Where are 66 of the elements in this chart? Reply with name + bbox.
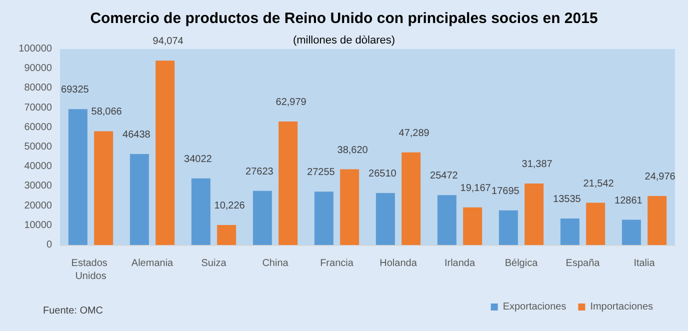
source-note: Fuente: OMC	[43, 306, 104, 316]
bar	[648, 196, 667, 245]
bar	[560, 218, 580, 245]
x-tick-label: Suiza	[201, 258, 227, 269]
x-tick-label: Irlanda	[444, 258, 476, 269]
y-tick-label: 60000	[24, 122, 52, 133]
bar	[191, 178, 210, 245]
bar	[278, 122, 298, 245]
x-tick-label: España	[566, 258, 600, 269]
data-label: 62,979	[276, 97, 307, 108]
chart-title: Comercio de productos de Reino Unido con principales socios en 2015	[90, 10, 598, 27]
data-label: 13535	[553, 194, 582, 205]
data-label: 47,289	[398, 128, 430, 139]
y-tick-label: 80000	[24, 82, 52, 94]
bar	[524, 183, 544, 245]
data-label: 58,066	[91, 106, 122, 118]
data-label: 12861	[614, 195, 643, 206]
bar	[463, 207, 482, 245]
bar	[402, 152, 421, 245]
data-label: 34022	[184, 154, 212, 165]
y-tick-label: 50000	[24, 142, 52, 152]
data-label: 38,620	[337, 144, 368, 156]
bar	[376, 193, 395, 245]
x-tick-label: Francia	[320, 258, 354, 269]
y-tick-label: 90000	[24, 63, 52, 74]
bar	[340, 169, 360, 245]
bar	[622, 220, 641, 245]
bar	[68, 109, 88, 245]
bar	[217, 224, 236, 245]
y-tick-label: 20000	[24, 200, 52, 212]
x-tick-label: Alemania	[131, 258, 174, 269]
y-tick-label: 100000	[18, 44, 52, 54]
data-label: 94,074	[152, 36, 184, 48]
bar	[498, 210, 518, 245]
bar	[94, 131, 114, 245]
y-tick-label: 10000	[24, 220, 52, 231]
data-label: 19,167	[460, 182, 492, 194]
data-label: 46438	[122, 129, 151, 140]
data-label: 17695	[492, 186, 520, 197]
x-tick-label: Holanda	[380, 258, 418, 269]
data-label: 69325	[61, 84, 90, 96]
bar	[314, 192, 334, 245]
data-label: 21,542	[583, 178, 614, 190]
x-tick-label: China	[262, 258, 289, 269]
legend-label: Importaciones	[590, 302, 654, 312]
bar	[437, 195, 456, 245]
x-tick-label: Estados Unidos	[71, 258, 110, 282]
bar	[586, 202, 606, 245]
x-tick-label: Italia	[634, 258, 656, 269]
y-tick-label: 0	[46, 240, 52, 250]
chart-subtitle: (millones de dòlares)	[292, 34, 396, 46]
data-label: 31,387	[522, 158, 553, 170]
data-label: 27255	[307, 167, 336, 178]
x-tick-label: Bélgica	[504, 258, 538, 269]
bar	[130, 154, 149, 245]
data-label: 25472	[430, 170, 458, 182]
data-label: 10,226	[214, 200, 246, 212]
data-label: 26510	[368, 168, 397, 180]
bar	[252, 190, 272, 245]
data-label: 27623	[246, 166, 274, 178]
y-tick-label: 30000	[24, 180, 52, 192]
y-tick-label: 40000	[24, 161, 52, 172]
bar	[156, 60, 175, 245]
y-tick-label: 70000	[24, 102, 52, 114]
legend-label: Exportaciones	[502, 302, 566, 312]
data-label: 24,976	[644, 172, 676, 183]
